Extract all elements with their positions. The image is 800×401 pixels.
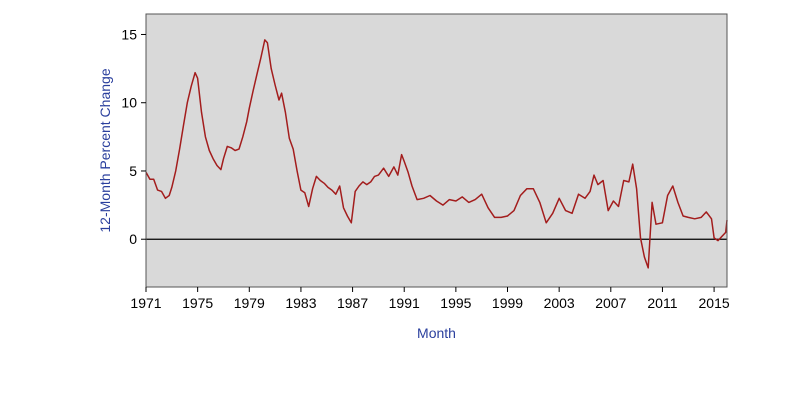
x-tick-label: 1995 bbox=[440, 295, 471, 311]
y-axis: 0 5 10 15 bbox=[121, 26, 146, 247]
x-axis-title: Month bbox=[417, 325, 456, 341]
y-tick-label: 0 bbox=[129, 231, 137, 247]
x-tick-label: 1975 bbox=[182, 295, 213, 311]
x-tick-label: 1971 bbox=[130, 295, 161, 311]
x-tick-label: 1999 bbox=[492, 295, 523, 311]
x-tick-label: 1979 bbox=[234, 295, 265, 311]
x-tick-label: 2003 bbox=[544, 295, 575, 311]
y-tick-label: 10 bbox=[121, 95, 137, 111]
x-tick-label: 2007 bbox=[595, 295, 626, 311]
x-axis: 1971 1975 1979 1983 1987 1991 1995 1999 2003 2007… bbox=[130, 287, 730, 311]
y-tick-label: 15 bbox=[121, 26, 137, 42]
x-tick-label: 1987 bbox=[337, 295, 368, 311]
y-tick-label: 5 bbox=[129, 163, 137, 179]
plot-area bbox=[146, 14, 727, 287]
x-tick-label: 2011 bbox=[647, 295, 677, 311]
x-tick-label: 1983 bbox=[285, 295, 316, 311]
plot-frame bbox=[145, 13, 728, 288]
x-tick-label: 2015 bbox=[699, 295, 730, 311]
y-axis-title: 12-Month Percent Change bbox=[97, 68, 113, 232]
x-tick-label: 1991 bbox=[389, 295, 420, 311]
series-line-0 bbox=[145, 39, 728, 269]
